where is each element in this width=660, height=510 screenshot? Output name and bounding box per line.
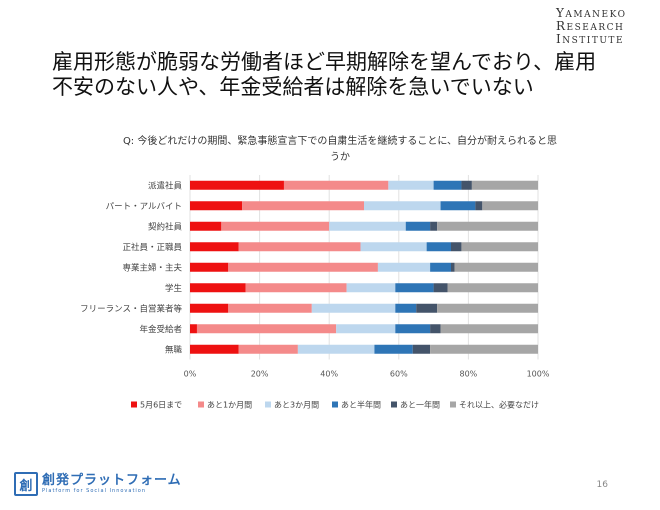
bar-segment <box>190 262 229 272</box>
bar-segment <box>426 242 451 252</box>
brand-tagline: Platform for Social Innovation <box>42 487 147 494</box>
institute-logo: YAMANEKO RESEARCH INSTITUTE <box>556 8 646 47</box>
category-label: 専業主婦・主夫 <box>122 262 182 273</box>
bar-segment <box>297 344 375 354</box>
brand-logo-icon: 創 <box>14 472 38 496</box>
bar-segment <box>190 303 229 313</box>
chart-title: Q: 今後どれだけの期間、緊急事態宣言下での自粛生活を継続することに、自分が耐え… <box>122 136 558 163</box>
bar-segment <box>245 283 347 293</box>
bar-segment <box>405 221 431 231</box>
bar-segment <box>395 303 417 313</box>
bar-segment <box>228 262 378 272</box>
x-tick-label: 80% <box>460 370 478 379</box>
bar-segment <box>190 221 222 231</box>
bar-segment <box>374 344 413 354</box>
bar-segment <box>329 221 406 231</box>
bar-segment <box>412 344 431 354</box>
x-tick-label: 40% <box>320 370 338 379</box>
bar-segment <box>451 242 462 252</box>
bar-segment <box>471 180 538 190</box>
bar-segment <box>377 262 431 272</box>
legend-swatch <box>131 401 137 408</box>
bar-segment <box>364 201 441 211</box>
logo-line: YAMANEKO <box>556 6 627 21</box>
legend-label: あと一年間 <box>400 400 440 410</box>
bar-segment <box>311 303 396 313</box>
x-tick-label: 60% <box>390 370 408 379</box>
logo-line: RESEARCH <box>556 19 625 34</box>
legend-swatch <box>391 401 397 408</box>
bar-segment <box>440 201 476 211</box>
bar-segment <box>190 324 197 334</box>
slide-title: 雇用形態が脆弱な労働者ほど早期解除を望んでおり、雇用不安のない人や、年金受給者は… <box>52 50 597 99</box>
bar-segment <box>242 201 364 211</box>
bar-segment <box>454 262 538 272</box>
bar-segment <box>388 180 434 190</box>
category-label: フリーランス・自営業者等 <box>80 303 182 314</box>
category-label: 年金受給者 <box>139 324 182 335</box>
bar-segment <box>228 303 312 313</box>
bar-segment <box>440 324 538 334</box>
category-label: パート・アルバイト <box>106 202 182 212</box>
bar-segment <box>437 303 538 313</box>
category-label: 学生 <box>165 283 183 294</box>
legend-swatch <box>332 401 338 408</box>
bar-segment <box>482 201 538 211</box>
legend-label: 5月6日まで <box>140 401 182 410</box>
bar-segment <box>416 303 438 313</box>
bar-segment <box>395 324 431 334</box>
bar-segment <box>196 324 337 334</box>
legend-swatch <box>198 401 204 408</box>
bar-segment <box>190 344 239 354</box>
bar-segment <box>190 180 284 190</box>
bar-segment <box>451 262 455 272</box>
bar-segment <box>395 283 434 293</box>
bar-segment <box>430 324 441 334</box>
x-tick-label: 100% <box>527 370 550 379</box>
bar-segment <box>238 344 298 354</box>
bar-segment <box>433 283 448 293</box>
bar-segment <box>283 180 389 190</box>
bar-segment <box>461 242 538 252</box>
legend-label: あと半年間 <box>341 400 381 410</box>
bar-segment <box>430 221 438 231</box>
bar-segment <box>475 201 483 211</box>
bar-segment <box>447 283 538 293</box>
page-number: 16 <box>596 480 608 490</box>
category-label: 正社員・正職員 <box>122 242 182 253</box>
bar-segment <box>346 283 396 293</box>
legend-label: あと1か月間 <box>207 401 252 410</box>
x-tick-label: 20% <box>251 370 269 379</box>
bar-segment <box>221 221 330 231</box>
footer-brand: 創 創発プラットフォーム Platform for Social Innovat… <box>14 472 182 496</box>
legend-label: あと3か月間 <box>274 401 319 410</box>
logo-line: INSTITUTE <box>556 32 625 47</box>
legend-label: それ以上、必要なだけ <box>459 400 539 410</box>
bar-segment <box>430 344 538 354</box>
x-tick-label: 0% <box>184 370 197 379</box>
category-label: 派遣社員 <box>148 180 183 191</box>
bar-segment <box>461 180 472 190</box>
bar-segment <box>336 324 396 334</box>
bar-segment <box>190 283 246 293</box>
bar-segment <box>190 242 239 252</box>
legend-swatch <box>265 401 271 408</box>
bar-segment <box>437 221 538 231</box>
bar-segment <box>430 262 451 272</box>
category-label: 契約社員 <box>148 221 183 232</box>
bar-segment <box>360 242 427 252</box>
bar-segment <box>238 242 361 252</box>
legend-swatch <box>450 401 456 408</box>
brand-name: 創発プラットフォーム <box>42 472 182 488</box>
bar-segment <box>433 180 462 190</box>
bar-segment <box>190 201 243 211</box>
category-label: 無職 <box>165 344 183 355</box>
